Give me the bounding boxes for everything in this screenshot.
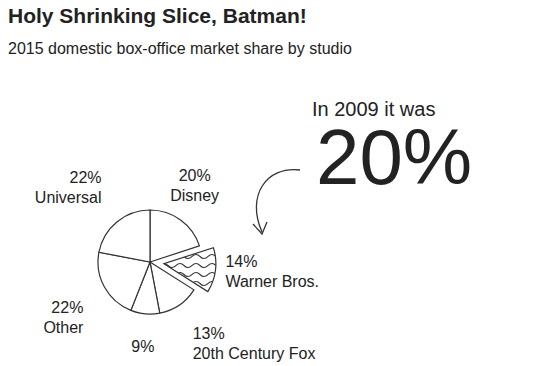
svg-text:13%20th Century Fox: 13%20th Century Fox — [193, 325, 316, 362]
html-text:Holy Shrinking Slice, Batman!: Holy Shrinking Slice, Batman! — [8, 4, 307, 27]
svg-text:20%Disney: 20%Disney — [170, 167, 219, 204]
html-text:In 2009 it was: In 2009 it was — [312, 98, 436, 120]
html-text:20%: 20% — [316, 113, 473, 201]
svg-text:22%Universal: 22%Universal — [35, 169, 102, 206]
svg-text:9%: 9% — [131, 338, 154, 355]
html-text:2015 domestic box-office marke: 2015 domestic box-office market share by… — [8, 40, 352, 57]
svg-text:14%Warner Bros.: 14%Warner Bros. — [225, 253, 319, 290]
svg-text:22%Other: 22%Other — [43, 299, 84, 336]
